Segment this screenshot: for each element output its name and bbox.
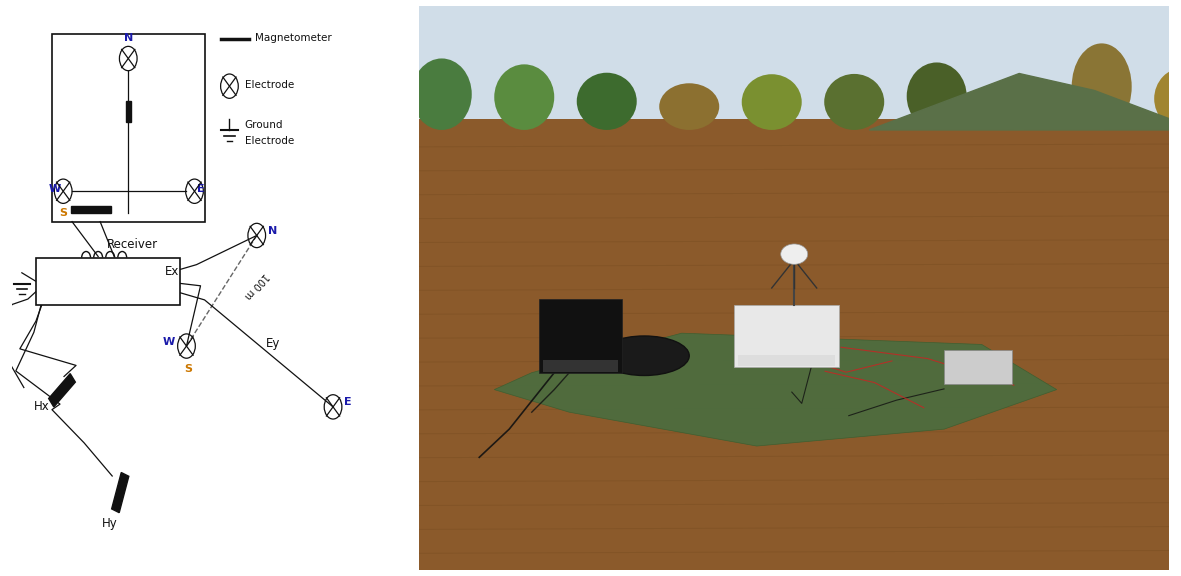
Text: Hx: Hx [34, 400, 50, 414]
Ellipse shape [742, 73, 802, 130]
Bar [419, 6, 1169, 130]
Text: 100 m: 100 m [242, 270, 269, 300]
Ellipse shape [1154, 79, 1181, 130]
Bar [71, 206, 111, 213]
Bar [35, 257, 181, 305]
Ellipse shape [824, 52, 885, 130]
Polygon shape [48, 374, 76, 407]
Bar [945, 350, 1012, 384]
Text: Electrode: Electrode [244, 137, 294, 146]
Text: Magnetometer: Magnetometer [255, 33, 332, 43]
Text: Receiver: Receiver [106, 238, 158, 251]
Ellipse shape [576, 78, 637, 130]
Ellipse shape [1071, 45, 1131, 130]
Bar [735, 305, 840, 367]
Bar [540, 300, 621, 373]
Text: Ex: Ex [165, 265, 180, 278]
Ellipse shape [599, 336, 690, 376]
Text: W: W [163, 336, 175, 347]
Text: N: N [124, 33, 133, 43]
Polygon shape [495, 333, 1057, 446]
Text: W: W [48, 184, 61, 194]
Circle shape [781, 244, 808, 264]
Ellipse shape [990, 54, 1049, 130]
Ellipse shape [907, 70, 967, 130]
Bar [419, 119, 1169, 570]
Polygon shape [112, 472, 129, 513]
Bar [52, 33, 204, 222]
Text: S: S [184, 364, 193, 374]
Ellipse shape [659, 54, 719, 130]
Ellipse shape [494, 81, 554, 130]
Text: Ground: Ground [244, 120, 283, 130]
Text: Electrode: Electrode [244, 80, 294, 90]
Text: Hy: Hy [103, 517, 118, 529]
Text: S: S [59, 208, 67, 218]
Bar [543, 360, 618, 372]
Text: E: E [196, 184, 204, 194]
Bar [738, 355, 835, 366]
Ellipse shape [412, 58, 471, 130]
Text: Ey: Ey [266, 337, 280, 350]
Text: E: E [345, 397, 352, 407]
Bar [125, 101, 131, 122]
Polygon shape [869, 74, 1169, 130]
Text: N: N [268, 226, 278, 236]
